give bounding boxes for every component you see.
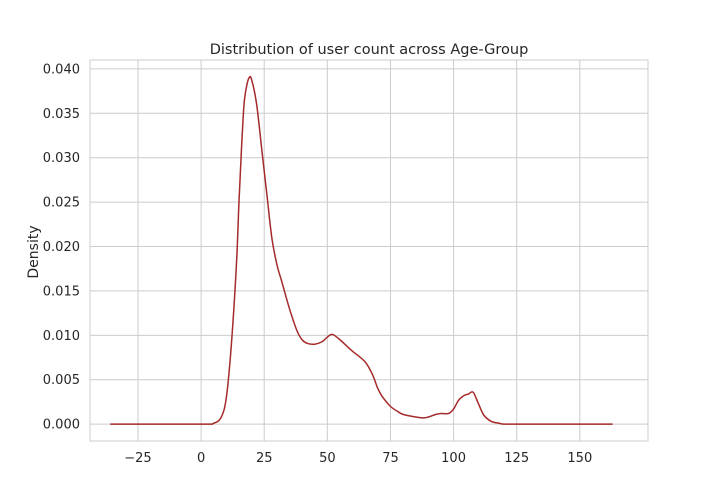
x-tick-label: 25 bbox=[256, 451, 273, 466]
y-axis-ticks: 0.000 0.005 0.010 0.015 0.020 0.025 0.030 0.035… bbox=[43, 62, 80, 432]
x-tick-label: 75 bbox=[382, 451, 399, 466]
x-tick-label: −25 bbox=[124, 451, 151, 466]
y-tick-label: 0.005 bbox=[43, 373, 80, 388]
series-layer bbox=[110, 75, 613, 425]
x-axis-ticks: −25 0 25 50 75 100 125 150 bbox=[124, 451, 592, 466]
density-line bbox=[110, 75, 613, 425]
x-tick-label: 125 bbox=[504, 451, 529, 466]
y-tick-label: 0.035 bbox=[43, 107, 80, 122]
y-tick-label: 0.030 bbox=[43, 151, 80, 166]
y-tick-label: 0.000 bbox=[43, 418, 80, 433]
grid bbox=[90, 60, 648, 441]
y-tick-label: 0.040 bbox=[43, 62, 80, 77]
y-tick-label: 0.010 bbox=[43, 329, 80, 344]
x-tick-label: 100 bbox=[441, 451, 466, 466]
chart-title: Distribution of user count across Age-Gr… bbox=[210, 42, 529, 58]
y-tick-label: 0.020 bbox=[43, 240, 80, 255]
y-tick-label: 0.025 bbox=[43, 196, 80, 211]
x-tick-label: 150 bbox=[567, 451, 592, 466]
x-tick-label: 50 bbox=[319, 451, 336, 466]
y-tick-label: 0.015 bbox=[43, 284, 80, 299]
y-axis-label: Density bbox=[26, 225, 42, 278]
x-tick-label: 0 bbox=[197, 451, 205, 466]
plot-area-frame bbox=[89, 59, 649, 442]
